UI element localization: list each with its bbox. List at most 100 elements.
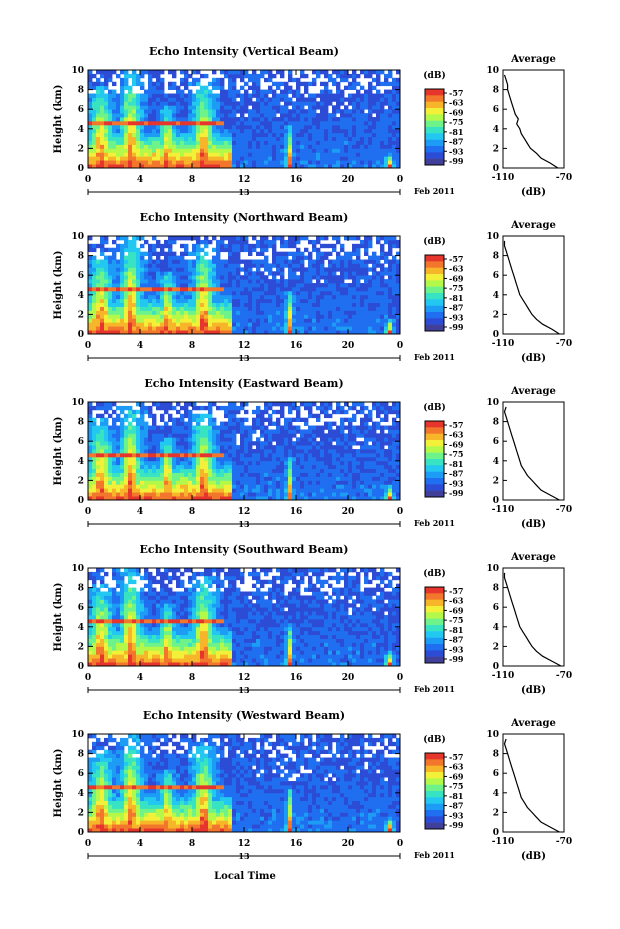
heatmap-cell <box>376 101 381 106</box>
heatmap-cell <box>236 468 241 473</box>
heatmap-cell <box>352 105 357 110</box>
heatmap-cell <box>384 302 389 307</box>
heatmap-cell <box>120 484 125 489</box>
heatmap-cell <box>292 480 297 485</box>
heatmap-cell <box>248 275 253 280</box>
heatmap-cell <box>112 152 117 157</box>
heatmap-cell <box>300 330 305 335</box>
heatmap-cell <box>252 484 257 489</box>
heatmap-cell <box>308 294 313 300</box>
heatmap-cell <box>140 460 145 466</box>
heatmap-cell <box>312 472 317 477</box>
heatmap-cell <box>88 302 93 307</box>
heatmap-cell <box>380 124 385 130</box>
heatmap-cell <box>284 472 289 477</box>
heatmap-cell <box>296 314 301 319</box>
heatmap-cell <box>280 140 285 145</box>
heatmap-cell <box>260 417 265 422</box>
heatmap-cell <box>156 492 161 497</box>
heatmap-cell <box>268 263 273 268</box>
heatmap-cell <box>292 286 297 292</box>
heatmap-cell <box>216 286 221 292</box>
heatmap-cell <box>392 77 397 83</box>
heatmap-cell <box>104 109 109 114</box>
heatmap-cell <box>268 73 273 79</box>
heatmap-cell <box>144 267 149 272</box>
heatmap-cell <box>156 148 161 153</box>
heatmap-cell <box>172 101 177 106</box>
heatmap-cell <box>316 417 321 422</box>
heatmap-cell <box>364 97 369 102</box>
heatmap-cell <box>196 441 201 446</box>
heatmap-cell <box>164 468 169 473</box>
heatmap-cell <box>236 452 241 458</box>
heatmap-cell <box>316 267 321 272</box>
heatmap-cell <box>376 279 381 284</box>
heatmap-cell <box>256 259 261 264</box>
heatmap-cell <box>252 124 257 130</box>
heatmap-cell <box>228 445 233 450</box>
heatmap-cell <box>96 413 101 419</box>
heatmap-cell <box>220 405 225 411</box>
heatmap-cell <box>304 322 309 327</box>
heatmap-cell <box>368 73 373 79</box>
heatmap-cell <box>336 263 341 268</box>
heatmap-cell <box>320 294 325 300</box>
heatmap-cell <box>132 239 137 245</box>
heatmap-cell <box>88 144 93 149</box>
heatmap-cell <box>216 93 221 98</box>
heatmap-cell <box>112 144 117 149</box>
heatmap-cell <box>132 279 137 284</box>
heatmap-cell <box>336 128 341 134</box>
heatmap-cell <box>204 97 209 102</box>
heatmap-cell <box>172 310 177 315</box>
heatmap-cell <box>236 275 241 280</box>
heatmap-cell <box>376 298 381 304</box>
heatmap-cell <box>188 452 193 458</box>
heatmap-cell <box>124 429 129 434</box>
heatmap-cell <box>168 113 173 118</box>
x-tick-label: 8 <box>189 175 195 185</box>
heatmap-cell <box>236 160 241 165</box>
heatmap-cell <box>140 160 145 165</box>
heatmap-cell <box>196 128 201 134</box>
heatmap-cell <box>356 124 361 130</box>
heatmap-cell <box>264 239 269 245</box>
heatmap-cell <box>288 164 293 169</box>
heatmap-cell <box>204 93 209 98</box>
heatmap-cell <box>104 421 109 426</box>
heatmap-cell <box>140 128 145 134</box>
heatmap-cell <box>284 85 289 90</box>
heatmap-cell <box>188 314 193 319</box>
heatmap-cell <box>296 449 301 454</box>
heatmap-cell <box>96 484 101 489</box>
heatmap-cell <box>364 113 369 118</box>
heatmap-cell <box>196 236 201 241</box>
heatmap-cell <box>360 259 365 264</box>
heatmap-cell <box>96 492 101 497</box>
heatmap-cell <box>356 93 361 98</box>
heatmap-cell <box>264 456 269 462</box>
heatmap-cell <box>228 271 233 276</box>
heatmap-cell <box>196 326 201 331</box>
heatmap-cell <box>276 140 281 145</box>
heatmap-cell <box>92 492 97 497</box>
heatmap-cell <box>104 496 109 501</box>
heatmap-cell <box>240 433 245 438</box>
heatmap-cell <box>396 148 401 153</box>
heatmap-cell <box>144 70 149 75</box>
heatmap-cell <box>140 263 145 268</box>
heatmap-cell <box>144 164 149 169</box>
heatmap-cell <box>160 449 165 454</box>
heatmap-cell <box>180 105 185 110</box>
heatmap-cell <box>216 429 221 434</box>
heatmap-cell <box>232 402 237 407</box>
heatmap-cell <box>88 247 93 253</box>
heatmap-cell <box>220 294 225 300</box>
heatmap-cell <box>264 140 269 145</box>
heatmap-cell <box>356 140 361 145</box>
heatmap-cell <box>352 73 357 79</box>
heatmap-cell <box>104 314 109 319</box>
heatmap-cell <box>216 156 221 161</box>
heatmap-cell <box>216 330 221 335</box>
